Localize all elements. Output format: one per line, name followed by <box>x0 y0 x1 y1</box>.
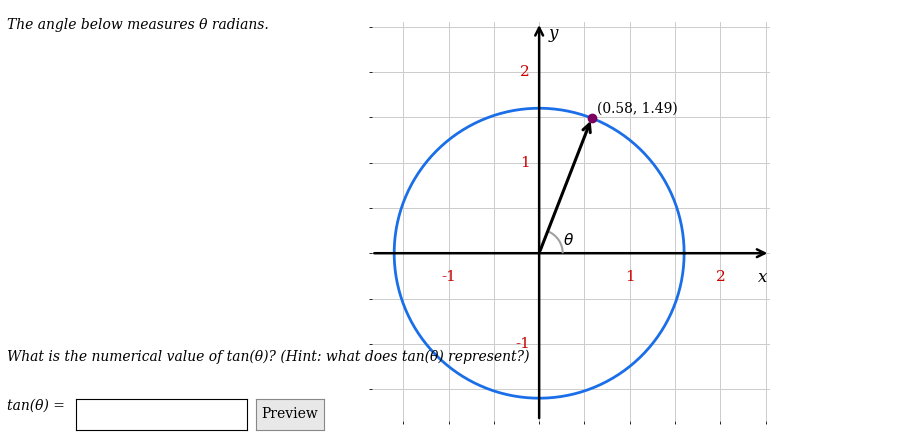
Text: -1: -1 <box>441 269 456 284</box>
Text: The angle below measures θ radians.: The angle below measures θ radians. <box>7 18 269 32</box>
Text: What is the numerical value of tan(θ)? (Hint: what does tan(θ) represent?): What is the numerical value of tan(θ)? (… <box>7 350 530 364</box>
Text: 2: 2 <box>521 65 530 79</box>
Text: $\theta$: $\theta$ <box>564 232 574 248</box>
Text: x: x <box>758 268 768 286</box>
Text: -1: -1 <box>515 337 530 351</box>
Text: 2: 2 <box>716 269 725 284</box>
Text: 1: 1 <box>521 155 530 170</box>
Text: y: y <box>548 25 557 42</box>
Text: tan(θ) =: tan(θ) = <box>7 399 65 413</box>
Text: Preview: Preview <box>262 407 318 421</box>
Text: (0.58, 1.49): (0.58, 1.49) <box>597 101 678 116</box>
Text: 1: 1 <box>625 269 635 284</box>
